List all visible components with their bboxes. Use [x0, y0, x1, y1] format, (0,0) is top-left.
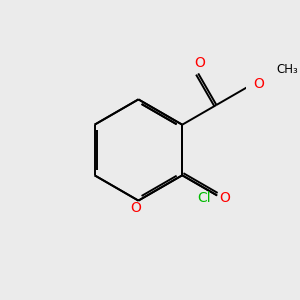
Text: O: O — [194, 56, 205, 70]
Text: CH₃: CH₃ — [277, 62, 298, 76]
Text: O: O — [130, 201, 141, 215]
Text: O: O — [219, 190, 230, 205]
Text: Cl: Cl — [198, 191, 211, 205]
Text: O: O — [253, 77, 264, 91]
